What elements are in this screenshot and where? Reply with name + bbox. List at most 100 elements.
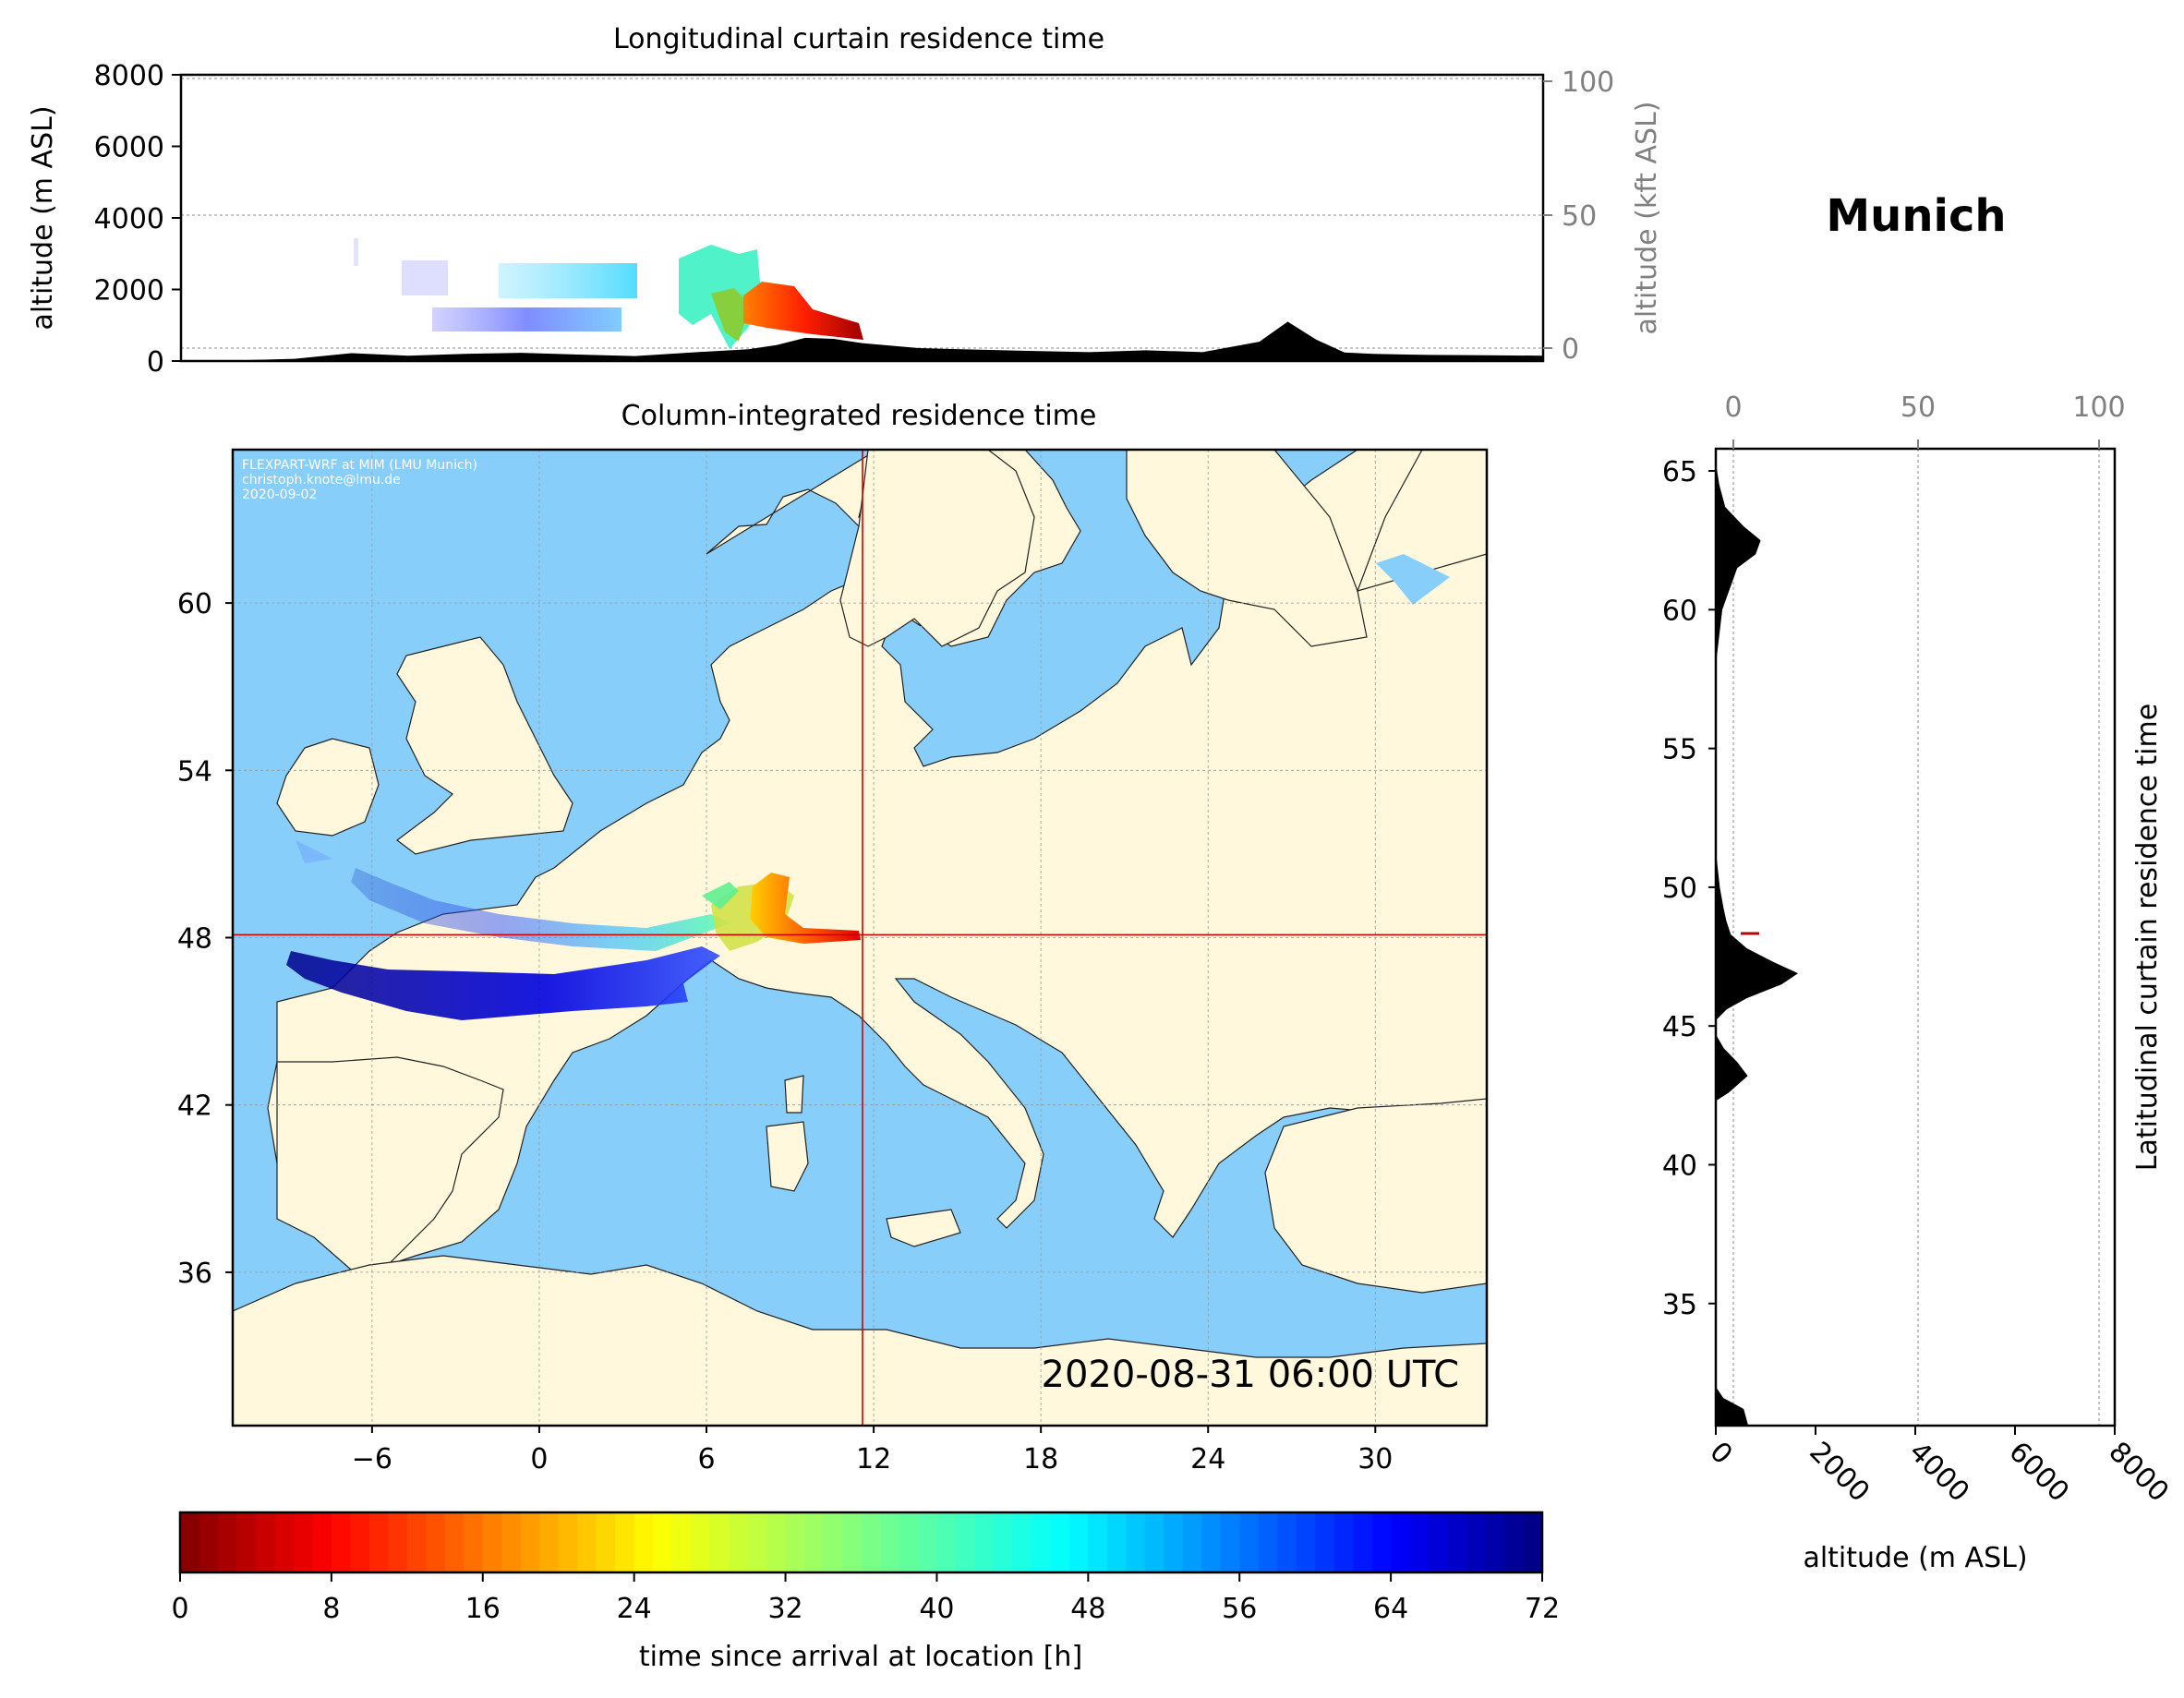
colorbar-cell (577, 1512, 597, 1572)
colorbar-cell (444, 1512, 465, 1572)
plume-faint-west (296, 840, 332, 863)
colorbar-cell (899, 1512, 919, 1572)
colorbar-tick-label: 56 (1222, 1593, 1257, 1625)
latitudinal-y-tick-label: 50 (1662, 873, 1697, 905)
longitudinal-kft-ticks: 0 50 100 (1543, 66, 1614, 366)
longitudinal-y-label: altitude (m ASL) (27, 105, 59, 330)
colorbar-cell (293, 1512, 314, 1572)
latitudinal-kft-tick-label: 100 (2072, 391, 2125, 424)
longitudinal-y-ticks: 0 2000 4000 6000 8000 (94, 60, 181, 379)
latitudinal-y-tick-label: 60 (1662, 595, 1697, 627)
colorbar-cell (691, 1512, 711, 1572)
map-latitude-tick-label: 48 (177, 923, 212, 956)
colorbar-cell (331, 1512, 351, 1572)
colorbar-cell (823, 1512, 843, 1572)
colorbar-cell (1182, 1512, 1202, 1572)
colorbar-cell (671, 1512, 692, 1572)
colorbar-cell (1485, 1512, 1505, 1572)
map-latitude-tick-label: 36 (177, 1258, 212, 1290)
colorbar-cell (1504, 1512, 1525, 1572)
colorbar-cell (1409, 1512, 1430, 1572)
map-latitude-tick-label: 60 (177, 588, 212, 620)
longitudinal-grid (181, 78, 1543, 349)
plume-west-faint (354, 238, 358, 266)
colorbar-cell (861, 1512, 881, 1572)
latitudinal-kft-tick-label: 0 (1724, 391, 1742, 424)
latitudinal-grid (1732, 449, 2100, 1426)
column-integrated-title: Column-integrated residence time (621, 400, 1097, 432)
landmass-britain (396, 636, 573, 855)
latitudinal-y-tick-label: 65 (1662, 456, 1697, 488)
landmass-ireland (276, 738, 380, 837)
longitudinal-y-tick-label: 6000 (94, 132, 164, 164)
colorbar-tick-label: 40 (919, 1593, 954, 1625)
latitudinal-kft-ticks: 0 50 100 (1724, 391, 2126, 449)
latitudinal-terrain (1716, 449, 1799, 1426)
colorbar-cell (1429, 1512, 1449, 1572)
longitudinal-kft-tick-label: 50 (1562, 200, 1597, 233)
colorbar-cell (1220, 1512, 1240, 1572)
colorbar-cell (1031, 1512, 1051, 1572)
plume-arrival-arm (750, 873, 861, 944)
longitudinal-y-tick-label: 8000 (94, 60, 164, 92)
map-credit-line-3: 2020-09-02 (242, 488, 317, 502)
colorbar-label: time since arrival at location [h] (639, 1641, 1082, 1673)
map-credit-line-1: FLEXPART-WRF at MIM (LMU Munich) (242, 458, 477, 473)
colorbar-cell (1258, 1512, 1278, 1572)
map-longitude-tick-label: 12 (856, 1443, 891, 1475)
colorbar-cell (274, 1512, 295, 1572)
colorbar-cell (653, 1512, 673, 1572)
colorbar-cell (464, 1512, 484, 1572)
colorbar-cell (1068, 1512, 1089, 1572)
latitudinal-kft-tick-label: 50 (1900, 391, 1936, 424)
longitudinal-y-tick-label: 0 (147, 346, 164, 379)
map-longitude-tick-label: 30 (1357, 1443, 1393, 1475)
map-longitude-tick-label: −6 (352, 1443, 392, 1475)
colorbar-cell (236, 1512, 257, 1572)
colorbar-frame (178, 1511, 1544, 1574)
latitudinal-y-ticks: 35 40 45 50 55 60 65 (1662, 456, 1716, 1321)
plume-west-band (402, 260, 448, 295)
colorbar-cell (1523, 1512, 1543, 1572)
colorbar-cell (596, 1512, 616, 1572)
map-longitude-tick-label: 24 (1190, 1443, 1225, 1475)
map-residence-plumes (286, 840, 861, 1020)
colorbar-cell (766, 1512, 787, 1572)
colorbar-tick-label: 0 (171, 1593, 188, 1625)
colorbar-cell (426, 1512, 446, 1572)
latitudinal-altitude-tick-label: 6000 (2002, 1436, 2075, 1509)
station-name: Munich (1826, 190, 2006, 242)
colorbar-cell (1391, 1512, 1411, 1572)
longitudinal-kft-tick-label: 0 (1562, 333, 1579, 366)
plume-red-band (743, 282, 863, 340)
colorbar-cell (1333, 1512, 1354, 1572)
map-latitude-ticks: 36 42 48 54 60 (177, 588, 233, 1290)
longitudinal-y-tick-label: 2000 (94, 275, 164, 307)
column-integrated-map-panel: Column-integrated residence time (177, 400, 1489, 1475)
colorbar-cell (709, 1512, 730, 1572)
landmass-iberia (276, 1056, 504, 1270)
latitudinal-y-tick-label: 55 (1662, 734, 1697, 766)
colorbar: 0 8 16 24 32 40 48 56 64 72 time since arrival at… (171, 1511, 1560, 1673)
latitudinal-altitude-tick-label: 4000 (1902, 1436, 1975, 1509)
colorbar-cell (388, 1512, 408, 1572)
colorbar-cell (482, 1512, 502, 1572)
colorbar-gradient (180, 1512, 1543, 1572)
colorbar-cell (1144, 1512, 1164, 1572)
longitudinal-y-tick-label: 4000 (94, 203, 164, 235)
colorbar-cell (199, 1512, 219, 1572)
longitudinal-curtain-title: Longitudinal curtain residence time (613, 23, 1104, 55)
colorbar-tick-label: 32 (767, 1593, 802, 1625)
colorbar-cell (842, 1512, 863, 1572)
longitudinal-terrain (181, 321, 1543, 361)
colorbar-ticks: 0 8 16 24 32 40 48 56 64 72 (171, 1572, 1560, 1625)
plume-southwest-trajectory (286, 946, 720, 1020)
colorbar-cell (1466, 1512, 1487, 1572)
colorbar-cell (539, 1512, 560, 1572)
colorbar-cell (1239, 1512, 1260, 1572)
colorbar-cell (520, 1512, 540, 1572)
latitudinal-altitude-tick-label: 2000 (1803, 1436, 1876, 1509)
colorbar-cell (1277, 1512, 1297, 1572)
colorbar-cell (1012, 1512, 1032, 1572)
